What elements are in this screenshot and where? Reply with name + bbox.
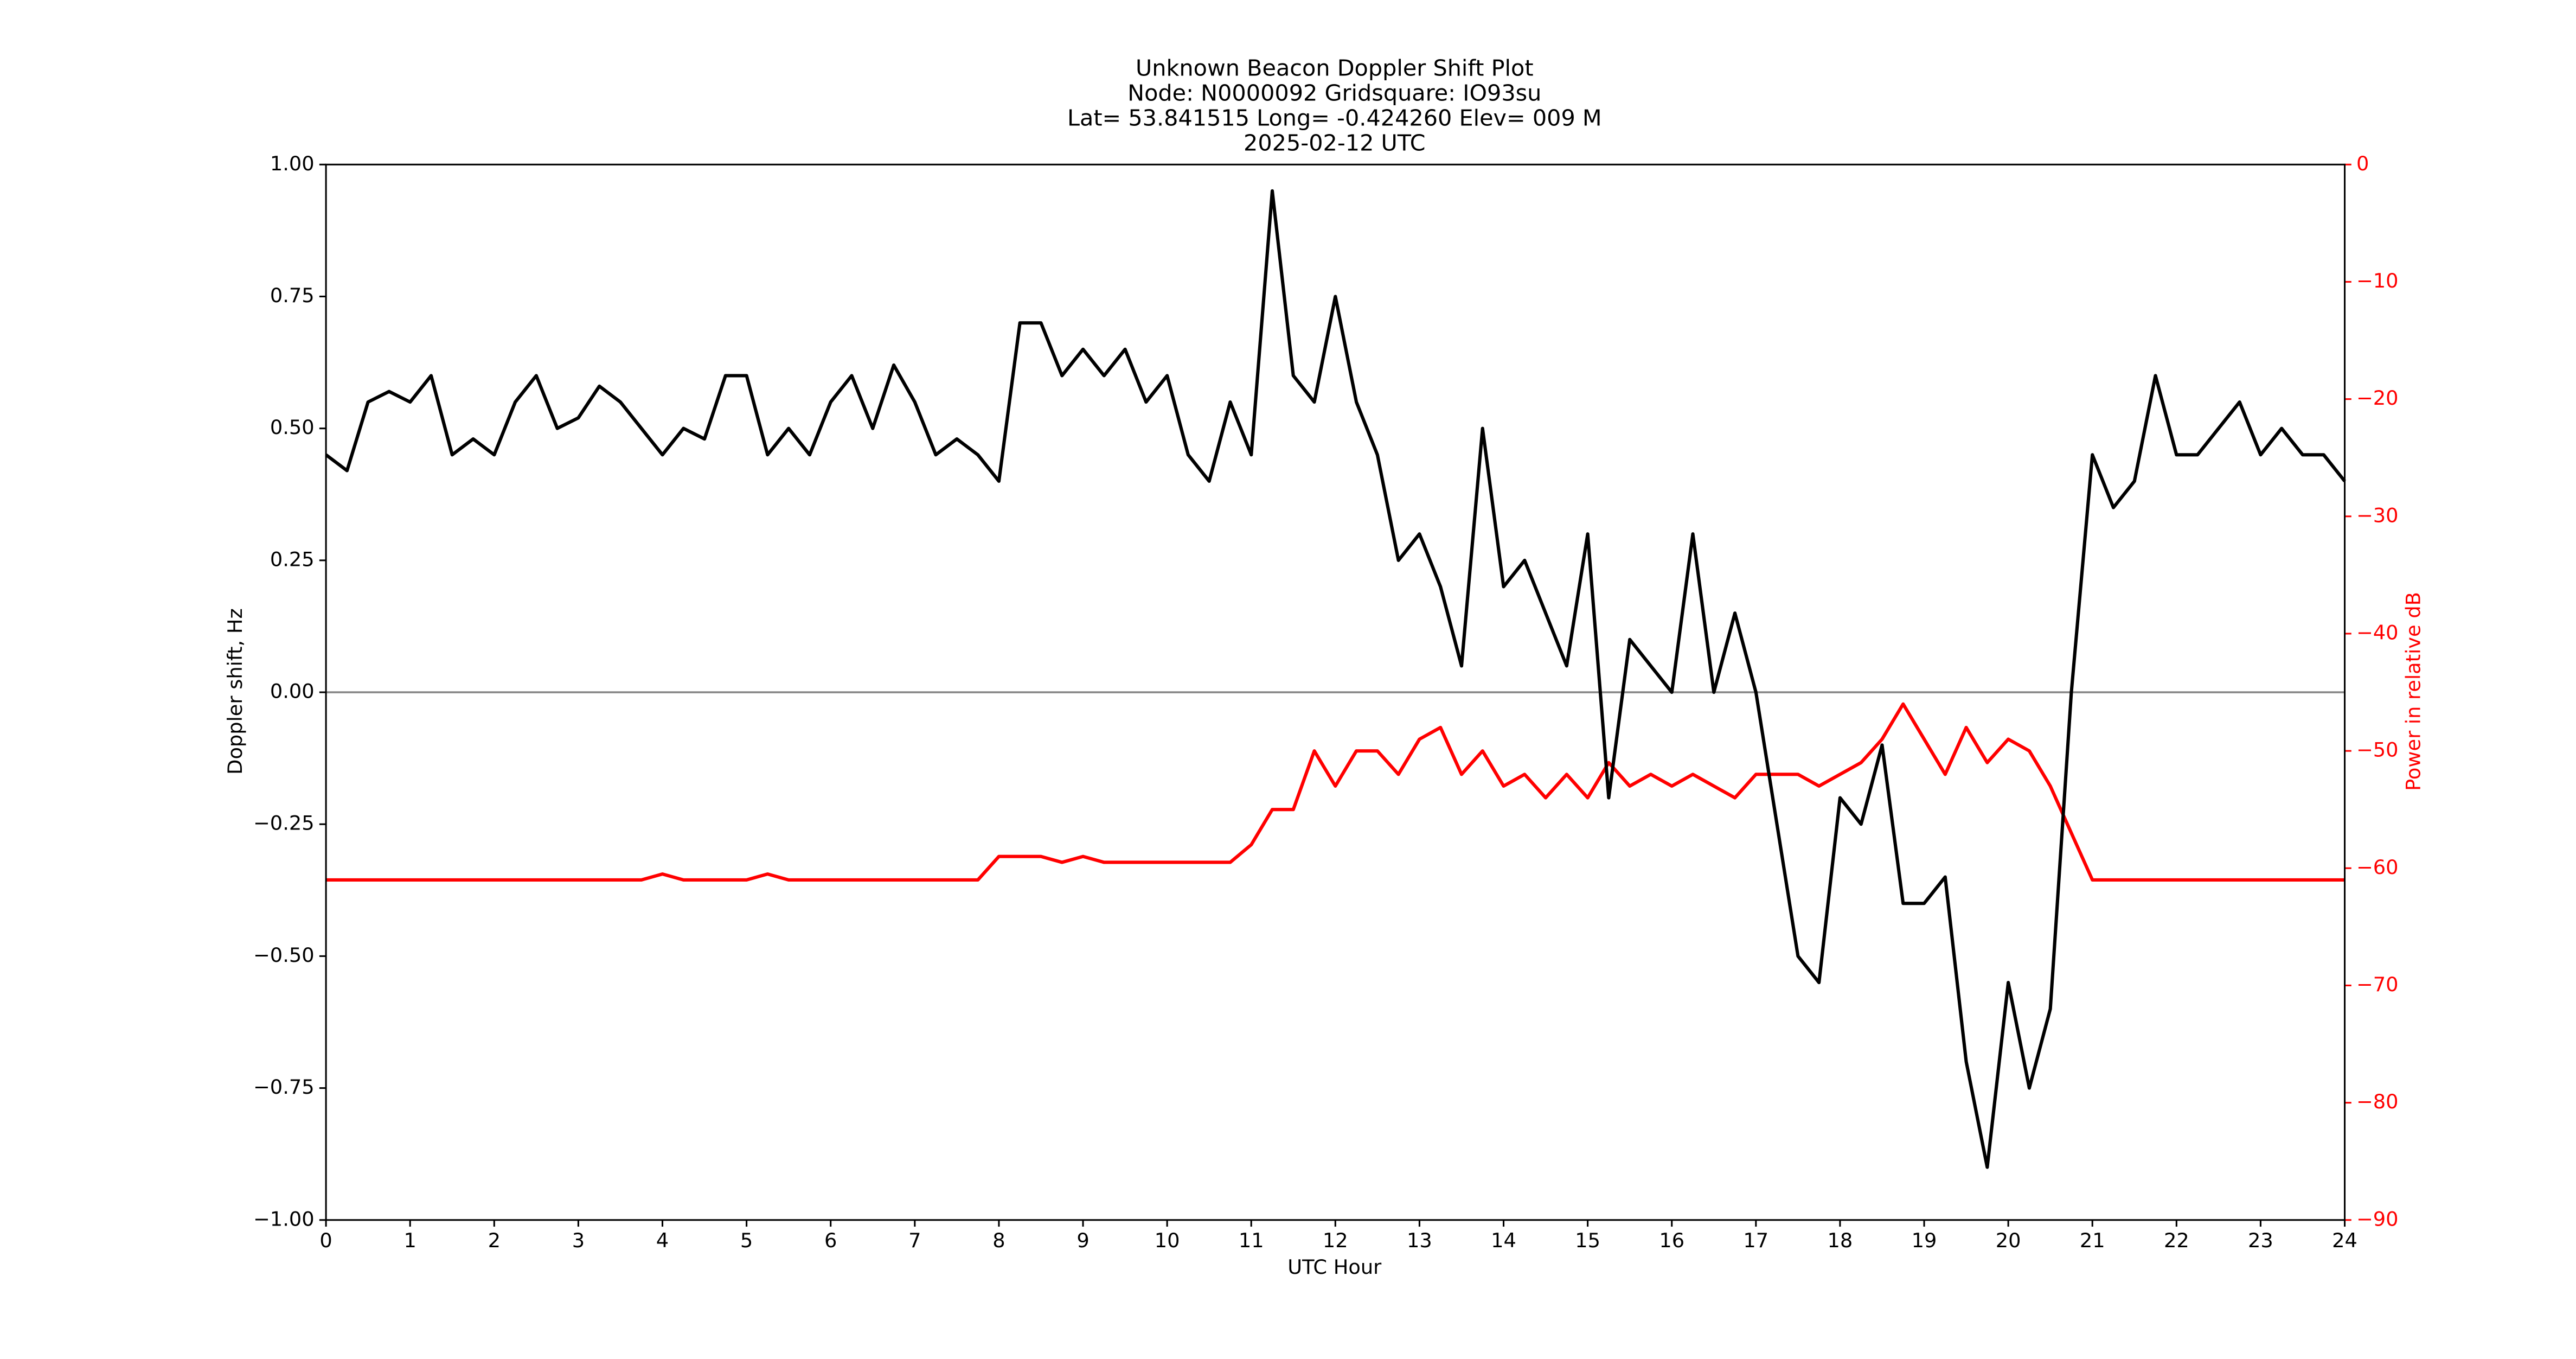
x-tick-label: 24 — [2332, 1229, 2357, 1252]
x-tick-label: 1 — [404, 1229, 416, 1252]
y-tick-label: −0.50 — [253, 943, 315, 967]
x-tick-label: 17 — [1743, 1229, 1768, 1252]
x-tick-label: 19 — [1912, 1229, 1937, 1252]
y2-tick-label: −10 — [2356, 269, 2399, 292]
y-axis-label: Doppler shift, Hz — [223, 608, 247, 775]
data-line — [326, 702, 2345, 882]
y-tick-label: −1.00 — [253, 1207, 315, 1230]
chart-title: Node: N0000092 Gridsquare: IO93su — [1127, 80, 1541, 106]
x-tick-label: 21 — [2080, 1229, 2105, 1252]
y2-axis-label: Power in relative dB — [2402, 592, 2425, 791]
x-tick-label: 10 — [1155, 1229, 1180, 1252]
x-tick-label: 12 — [1323, 1229, 1348, 1252]
x-tick-label: 15 — [1575, 1229, 1600, 1252]
x-tick-label: 9 — [1076, 1229, 1089, 1252]
y-tick-label: −0.75 — [253, 1075, 315, 1099]
x-tick-label: 16 — [1659, 1229, 1684, 1252]
y2-tick-label: −80 — [2356, 1090, 2399, 1113]
y-tick-label: 0.25 — [270, 547, 315, 571]
x-tick-label: 3 — [572, 1229, 585, 1252]
x-tick-label: 0 — [319, 1229, 332, 1252]
x-tick-label: 11 — [1239, 1229, 1264, 1252]
x-tick-label: 5 — [740, 1229, 753, 1252]
x-tick-label: 23 — [2248, 1229, 2273, 1252]
x-tick-label: 18 — [1828, 1229, 1853, 1252]
x-tick-label: 14 — [1491, 1229, 1516, 1252]
x-tick-label: 7 — [908, 1229, 921, 1252]
x-axis-label: UTC Hour — [1287, 1255, 1382, 1279]
y-tick-label: 0.75 — [270, 284, 315, 307]
x-tick-label: 4 — [656, 1229, 669, 1252]
y2-tick-label: −20 — [2356, 386, 2399, 410]
y-tick-label: 0.50 — [270, 416, 315, 439]
y2-tick-label: −60 — [2356, 856, 2399, 879]
y2-tick-label: −30 — [2356, 503, 2399, 527]
chart-title: Unknown Beacon Doppler Shift Plot — [1136, 55, 1534, 81]
x-tick-label: 13 — [1407, 1229, 1432, 1252]
chart-title: Lat= 53.841515 Long= -0.424260 Elev= 009… — [1067, 105, 1602, 131]
y-tick-label: 1.00 — [270, 152, 315, 175]
y2-tick-label: −40 — [2356, 621, 2399, 644]
y-tick-label: −0.25 — [253, 812, 315, 835]
y2-tick-label: 0 — [2356, 152, 2369, 175]
x-tick-label: 20 — [1996, 1229, 2021, 1252]
y2-tick-label: −90 — [2356, 1207, 2399, 1230]
y-tick-label: 0.00 — [270, 680, 315, 703]
plot-frame — [325, 163, 2346, 1221]
y2-tick-label: −50 — [2356, 738, 2399, 762]
x-tick-label: 6 — [824, 1229, 837, 1252]
data-line — [325, 189, 2346, 1169]
x-tick-label: 22 — [2164, 1229, 2189, 1252]
x-tick-label: 8 — [992, 1229, 1005, 1252]
y2-tick-label: −70 — [2356, 973, 2399, 996]
chart-title: 2025-02-12 UTC — [1244, 130, 1426, 156]
x-tick-label: 2 — [488, 1229, 501, 1252]
